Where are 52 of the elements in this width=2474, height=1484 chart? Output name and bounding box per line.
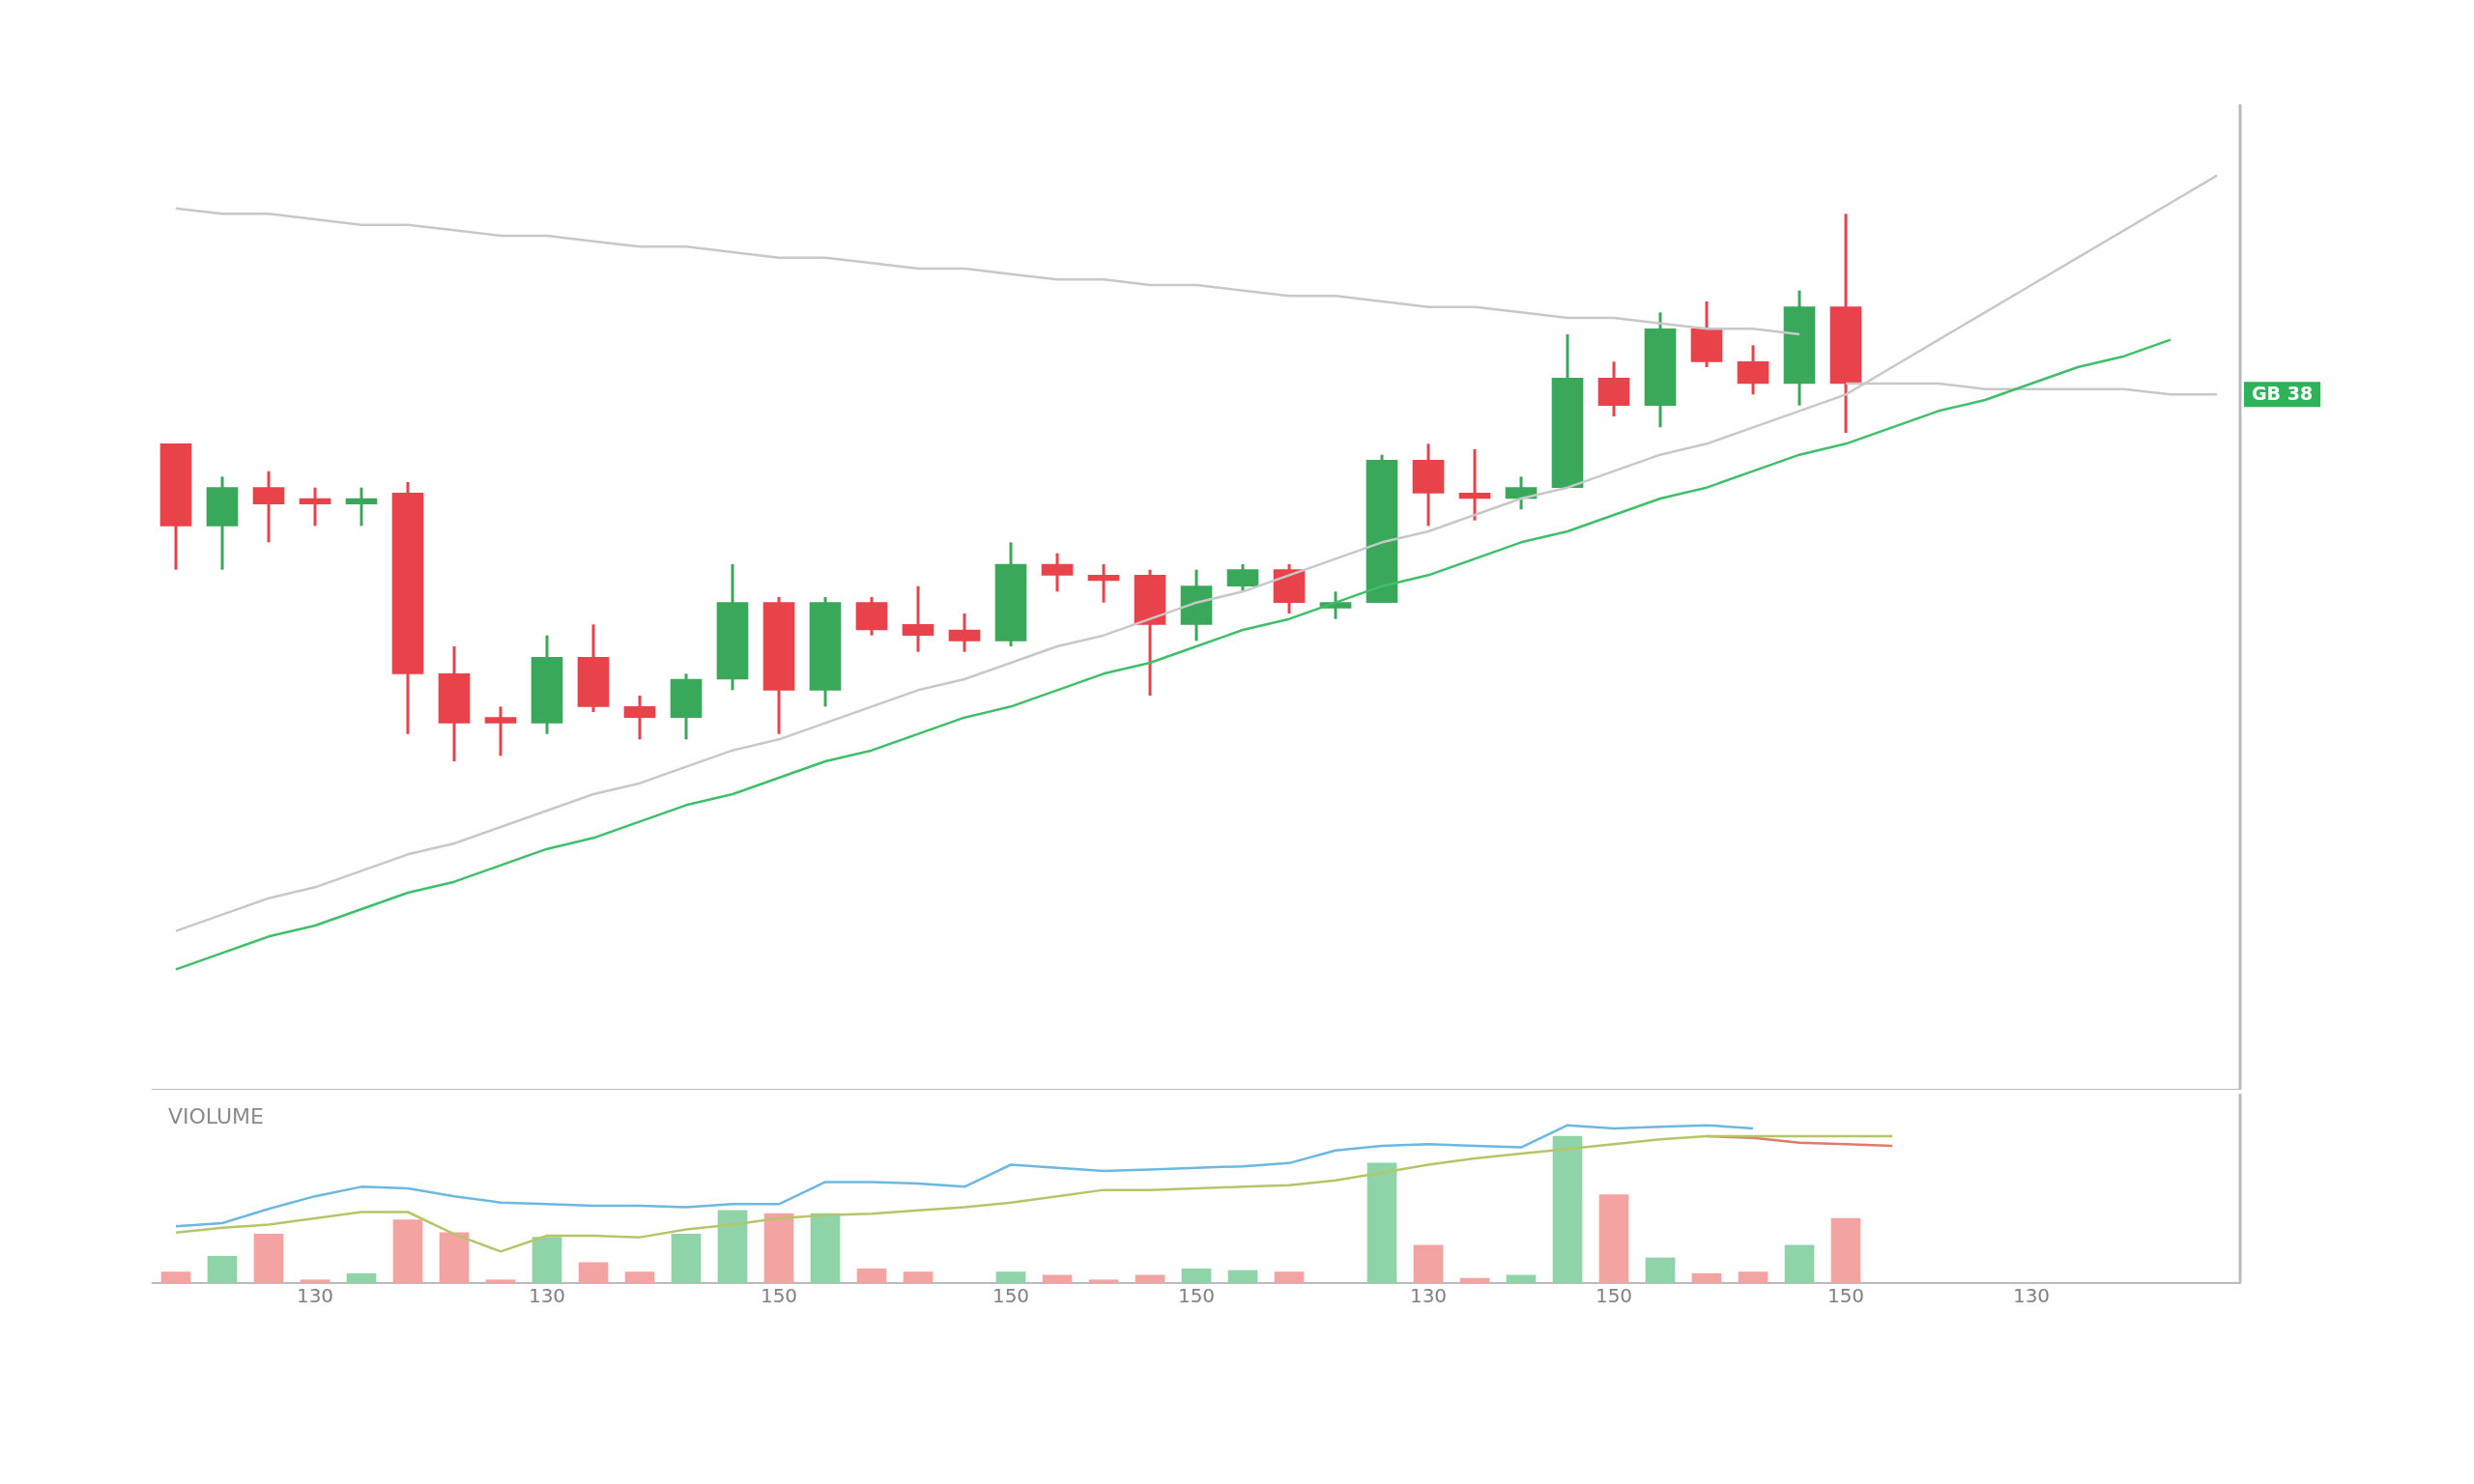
bar [578,1262,609,1283]
bar [671,1234,702,1283]
x-tick-label: 130 [2012,1284,2051,1308]
candlestick [1087,564,1120,603]
bar [300,1279,331,1283]
candlestick [299,487,331,527]
bar [1227,1270,1258,1283]
bar [1366,1162,1397,1283]
x-tick-label: 130 [1409,1284,1448,1308]
bar [485,1279,516,1283]
x-tick-label: 150 [760,1284,798,1308]
bar [392,1219,423,1283]
bar [346,1272,377,1283]
bar [810,1213,841,1283]
bar [1598,1194,1629,1283]
x-tick-label: 130 [528,1284,566,1308]
bar [1042,1274,1073,1283]
bar [903,1271,934,1283]
bar [1181,1268,1212,1283]
x-tick-label: 150 [1595,1284,1633,1308]
chart-title: VIOLUME [168,1103,264,1128]
bar [160,1271,191,1283]
bar [763,1213,794,1283]
bar [1645,1257,1676,1283]
bar [253,1234,284,1283]
bar [624,1271,655,1283]
bar [1413,1244,1444,1283]
bar [1088,1279,1119,1283]
bar [1459,1277,1490,1283]
bar [1830,1217,1861,1283]
bar [207,1255,238,1283]
bar [532,1237,562,1283]
bar [439,1232,470,1283]
bar [1506,1274,1537,1283]
x-tick-label: 130 [296,1284,334,1308]
bar [1784,1244,1815,1283]
candlestick [345,487,378,527]
bar [717,1210,748,1283]
bar [1135,1274,1165,1283]
x-tick-label: 150 [1177,1284,1216,1308]
bar [995,1271,1026,1283]
candlestick [1458,449,1491,521]
bar [856,1268,887,1283]
bar [1738,1271,1769,1283]
bar [1274,1271,1305,1283]
candlestick [484,706,517,756]
x-tick-label: 150 [992,1284,1030,1308]
bar [1552,1135,1583,1283]
bar [1691,1272,1722,1283]
x-tick-label: 150 [1827,1284,1865,1308]
candlestick [902,585,935,652]
text: GB 38 [2252,383,2314,405]
